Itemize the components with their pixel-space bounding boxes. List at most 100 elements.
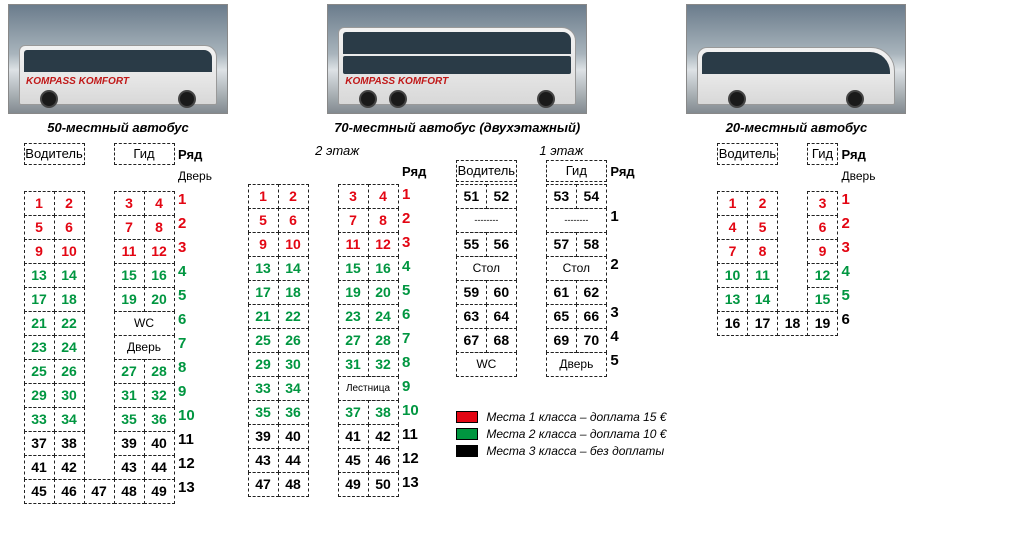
- seat-cell: Дверь: [114, 335, 175, 360]
- seat-cell: 3: [114, 191, 145, 216]
- seat-cell: 53: [546, 184, 577, 209]
- seat-cell: [308, 184, 339, 209]
- row-number: 9: [178, 379, 212, 403]
- seat-cell: [777, 143, 808, 165]
- seat-cell: 1: [24, 191, 55, 216]
- row-number: 7: [402, 326, 426, 350]
- row-header: Ряд: [178, 143, 212, 165]
- seat-cell: 12: [368, 232, 399, 257]
- seat-cell: [777, 191, 808, 216]
- seat-cell: 12: [807, 263, 838, 288]
- seat-cell: 15: [338, 256, 369, 281]
- row-number: 13: [402, 470, 426, 494]
- seat-cell: 2: [54, 191, 85, 216]
- seat-cell: 56: [486, 232, 517, 257]
- seat-cell: 31: [338, 352, 369, 377]
- seat-cell: 49: [144, 479, 175, 504]
- seat-cell: 10: [717, 263, 748, 288]
- row-number: 2: [610, 252, 634, 276]
- seat-cell: Стол: [456, 256, 517, 281]
- seat-cell: 47: [248, 472, 279, 497]
- seat-cell: 22: [278, 304, 309, 329]
- seat-cell: 58: [576, 232, 607, 257]
- seat-cell: 35: [248, 400, 279, 425]
- seat-cell: 25: [248, 328, 279, 353]
- legend-row: Места 1 класса – доплата 15 €: [456, 410, 666, 424]
- seat-cell: 37: [338, 400, 369, 425]
- bus-50-grid: ВодительГид12345678910111213141516171819…: [24, 143, 174, 503]
- row-number: 5: [841, 283, 875, 307]
- seat-cell: [84, 407, 115, 432]
- seat-cell: 49: [338, 472, 369, 497]
- seat-cell: 14: [747, 287, 778, 312]
- seat-cell: 14: [54, 263, 85, 288]
- floor1-title: 1 этаж: [456, 143, 666, 158]
- row-number: 12: [178, 451, 212, 475]
- seat-cell: [777, 239, 808, 264]
- seat-cell: 63: [456, 304, 487, 329]
- seat-cell: 30: [54, 383, 85, 408]
- row-number: 1: [610, 204, 634, 228]
- seat-cell: Стол: [546, 256, 607, 281]
- seat-cell: 5: [747, 215, 778, 240]
- seat-cell: 30: [278, 352, 309, 377]
- seat-cell: 48: [278, 472, 309, 497]
- seat-cell: [84, 215, 115, 240]
- row-number: 1: [178, 187, 212, 211]
- seat-cell: 51: [456, 184, 487, 209]
- seat-cell: 9: [807, 239, 838, 264]
- seat-cell: [24, 167, 55, 189]
- bus-20-grid: ВодительГид12345678910111213141516171819: [717, 143, 837, 335]
- row-number: 9: [402, 374, 426, 398]
- seat-cell: 41: [338, 424, 369, 449]
- bus-20-title: 20-местный автобус: [726, 120, 868, 135]
- seat-cell: 8: [144, 215, 175, 240]
- seat-cell: 36: [144, 407, 175, 432]
- legend-swatch: [456, 428, 478, 440]
- seat-cell: 61: [546, 280, 577, 305]
- seat-cell: 57: [546, 232, 577, 257]
- seat-cell: [516, 256, 547, 281]
- seat-cell: 11: [747, 263, 778, 288]
- row-number: 13: [178, 475, 212, 499]
- legend-text: Места 1 класса – доплата 15 €: [486, 410, 666, 424]
- seat-cell: 16: [144, 263, 175, 288]
- seat-cell: [308, 232, 339, 257]
- seat-cell: 59: [456, 280, 487, 305]
- seat-cell: 16: [717, 311, 748, 336]
- seat-cell: [84, 311, 115, 336]
- seat-cell: WC: [114, 311, 175, 336]
- seat-cell: 4: [717, 215, 748, 240]
- legend-row: Места 2 класса – доплата 10 €: [456, 427, 666, 441]
- seat-cell: [308, 424, 339, 449]
- seat-cell: Водитель: [24, 143, 85, 165]
- legend-text: Места 3 класса – без доплаты: [486, 444, 664, 458]
- seat-cell: [84, 431, 115, 456]
- seat-cell: 4: [368, 184, 399, 209]
- row-number: 5: [402, 278, 426, 302]
- floor2-title: 2 этаж: [248, 143, 426, 158]
- seat-cell: 54: [576, 184, 607, 209]
- seat-cell: 42: [54, 455, 85, 480]
- seat-cell: 33: [24, 407, 55, 432]
- seat-cell: 39: [114, 431, 145, 456]
- seat-cell: [84, 239, 115, 264]
- row-number: 10: [178, 403, 212, 427]
- seat-cell: [84, 287, 115, 312]
- seat-cell: 15: [807, 287, 838, 312]
- seat-cell: 15: [114, 263, 145, 288]
- seat-cell: [84, 263, 115, 288]
- seat-cell: 67: [456, 328, 487, 353]
- seat-cell: 68: [486, 328, 517, 353]
- seat-cell: 2: [278, 184, 309, 209]
- row-number: 4: [402, 254, 426, 278]
- seat-cell: 23: [338, 304, 369, 329]
- seat-cell: [308, 256, 339, 281]
- row-number: 3: [841, 235, 875, 259]
- seat-cell: 55: [456, 232, 487, 257]
- seat-cell: [368, 160, 399, 182]
- row-number: 6: [402, 302, 426, 326]
- row-number: 12: [402, 446, 426, 470]
- seat-cell: WC: [456, 352, 517, 377]
- row-number: 11: [178, 427, 212, 451]
